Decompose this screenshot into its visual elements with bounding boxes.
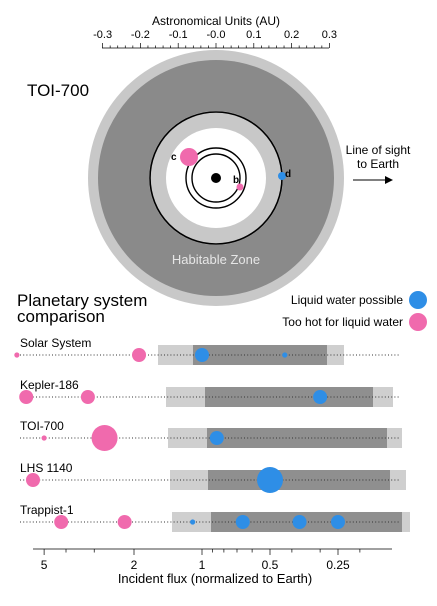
top-axis-ticks: -0.3 -0.2 -0.1 -0.0 0.1 0.2 0.3	[93, 29, 337, 48]
planet-b	[236, 183, 244, 191]
top-axis: Astronomical Units (AU) -0.3 -0.2 -0.1 -0.0…	[93, 14, 337, 49]
system-row: Trappist-1	[20, 503, 410, 532]
top-axis-tick-label: -0.2	[131, 29, 150, 41]
orbit-c	[185, 147, 247, 209]
planet-c	[180, 148, 198, 166]
planet-marker	[41, 435, 47, 441]
planet-marker	[54, 515, 69, 529]
planet-marker	[190, 519, 196, 525]
star	[211, 173, 221, 183]
planet-marker	[80, 390, 95, 404]
planet-marker	[91, 425, 118, 451]
bottom-axis: Incident flux (normalized to Earth) 1001…	[33, 548, 392, 586]
bottom-axis-title: Incident flux (normalized to Earth)	[118, 571, 312, 586]
habitable-zone-conservative	[207, 428, 387, 448]
comparison-title-1: Planetary system	[17, 291, 147, 310]
habitable-zone-label: Habitable Zone	[172, 252, 260, 267]
planet-marker	[132, 348, 147, 362]
bottom-axis-tick-label: 2	[131, 558, 138, 572]
line-of-sight-label-1: Line of sight	[346, 143, 411, 157]
top-axis-tick-label: -0.0	[207, 29, 226, 41]
top-axis-tick-label: 0.3	[322, 29, 337, 41]
legend-water-label: Liquid water possible	[291, 293, 403, 307]
top-axis-title: Astronomical Units (AU)	[152, 14, 280, 28]
comparison-title-2: comparison	[17, 307, 105, 326]
planet-marker	[195, 348, 209, 362]
top-axis-tick-label: 0.1	[246, 29, 261, 41]
planet-marker	[331, 515, 345, 529]
planet-marker	[235, 515, 250, 529]
system-rows: Solar System Kepler-186 TOI-700 LHS 1140 Tra…	[14, 336, 410, 532]
system-row: Solar System	[14, 336, 400, 365]
orbit-b	[191, 153, 241, 203]
system-name: LHS 1140	[20, 461, 73, 475]
system-row: LHS 1140	[20, 461, 406, 493]
planet-marker	[292, 515, 307, 529]
system-row: TOI-700	[20, 419, 402, 451]
planet-marker	[313, 390, 328, 404]
legend-hot-label: Too hot for liquid water	[282, 315, 403, 329]
system-name: TOI-700	[20, 419, 64, 433]
system-row: Kepler-186	[19, 378, 400, 407]
planet-marker	[25, 473, 40, 487]
top-axis-tick-label: -0.3	[93, 29, 112, 41]
top-axis-tick-label: 0.2	[284, 29, 299, 41]
legend-hot-dot	[409, 313, 427, 331]
bottom-axis-tick-label: 5	[41, 558, 48, 572]
arrow-right-icon	[385, 176, 393, 184]
planet-b-label: b	[233, 175, 239, 186]
planet-d-label: d	[285, 169, 291, 180]
planet-marker	[14, 352, 20, 358]
orbit-diagram: c b d TOI-700 Habitable Zone	[27, 50, 344, 306]
planet-marker	[19, 390, 34, 404]
line-of-sight: Line of sight to Earth	[346, 143, 411, 184]
system-name: Solar System	[20, 336, 91, 350]
legend: Liquid water possible Too hot for liquid…	[282, 291, 427, 331]
bottom-axis-tick-label: 0.5	[262, 558, 279, 572]
planet-marker	[257, 467, 283, 493]
bottom-axis-tick-label: 0.25	[326, 558, 350, 572]
system-name: Trappist-1	[20, 503, 74, 517]
planet-d	[278, 172, 286, 180]
line-of-sight-label-2: to Earth	[357, 157, 399, 171]
legend-water-dot	[409, 291, 427, 309]
top-axis-tick-label: -0.1	[169, 29, 188, 41]
planet-marker	[282, 352, 288, 358]
planet-marker	[117, 515, 132, 529]
bottom-axis-tick-label: 1	[199, 558, 206, 572]
system-name: Kepler-186	[20, 378, 79, 392]
planet-c-label: c	[171, 152, 177, 163]
system-title: TOI-700	[27, 81, 89, 100]
planet-marker	[209, 431, 224, 445]
